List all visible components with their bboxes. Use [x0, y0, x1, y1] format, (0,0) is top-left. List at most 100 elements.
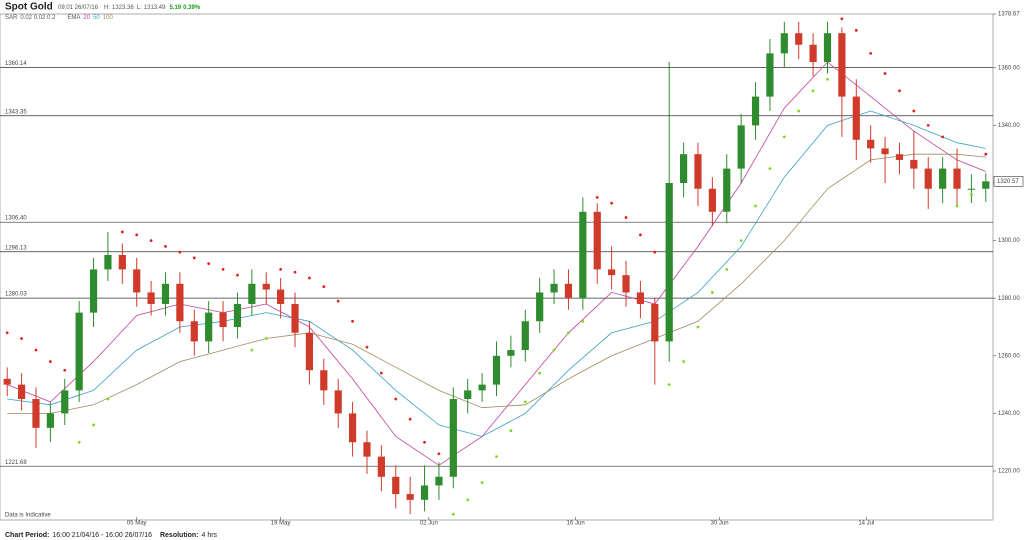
sar-dot	[653, 250, 657, 254]
text-part: 5.19	[169, 5, 181, 11]
sar-dot	[912, 109, 916, 113]
text-part: 1313.49	[144, 5, 166, 11]
candle-body	[420, 485, 429, 500]
candle-body	[881, 148, 889, 155]
y-tick-label: 1280.00	[998, 296, 1020, 302]
indicator-legend: SAR 0.02 0.02 0.2 EMA 20 50 100	[5, 15, 113, 21]
text-part: 16:00 21/04/16 - 16:00 26/07/16	[52, 532, 152, 539]
text-part: 0.02 0.02 0.2	[20, 15, 56, 21]
candle-body	[910, 159, 918, 169]
text-part: H:	[104, 5, 110, 11]
candle-body	[262, 283, 270, 290]
sar-dot	[106, 397, 110, 401]
last-price: 1320.57	[997, 179, 1019, 185]
sar-dot	[120, 230, 124, 234]
candle-body	[953, 168, 961, 189]
sar-dot	[955, 204, 959, 208]
sar-dot	[92, 423, 95, 427]
candle-body	[75, 312, 83, 391]
candle-body	[277, 289, 285, 304]
sar-dot	[523, 400, 527, 404]
level-label: 1306.40	[5, 216, 27, 222]
candle-body	[708, 188, 716, 212]
candle-body	[780, 33, 788, 54]
candle-body	[449, 399, 457, 477]
candle-body	[46, 413, 54, 428]
sar-dot	[941, 135, 945, 139]
sar-dot	[538, 371, 542, 375]
candle-body	[507, 350, 515, 356]
level-label: 1221.68	[5, 460, 27, 466]
candle-body	[852, 96, 860, 140]
sar-dot	[898, 89, 901, 93]
candle-body	[751, 96, 760, 126]
sar-dot	[854, 28, 858, 32]
sar-dot	[926, 123, 930, 127]
sar-dot	[20, 337, 23, 340]
candle-body	[550, 283, 558, 293]
candle-body	[795, 33, 803, 45]
sar-dot	[682, 360, 685, 363]
y-tick-label: 1260.00	[998, 353, 1020, 359]
text-part: 100	[103, 15, 114, 21]
sar-dot	[451, 512, 455, 516]
sar-dot	[466, 498, 470, 502]
candle-body	[161, 283, 170, 304]
ema-line	[7, 61, 986, 466]
level-label: 1343.35	[5, 109, 27, 115]
candle-body	[766, 53, 774, 97]
candle-body	[982, 181, 990, 189]
candle-body	[636, 292, 645, 304]
candle-body	[205, 312, 213, 342]
candle-body	[967, 188, 976, 190]
note: Data is Indicative	[5, 513, 51, 519]
candle-body	[348, 413, 357, 443]
candle-body	[219, 312, 227, 328]
sar-dot	[164, 244, 167, 248]
sar-dot	[149, 239, 153, 243]
sar-dot	[869, 51, 873, 55]
candle-body	[924, 168, 932, 189]
sar-dot	[423, 440, 426, 444]
level-label: 1280.03	[5, 292, 27, 298]
y-tick-label: 1378.67	[998, 12, 1020, 18]
sar-dot	[754, 204, 757, 208]
candle-body	[89, 269, 98, 313]
text-part: 09:01 26/07/16	[58, 5, 99, 11]
sar-dot	[667, 383, 671, 387]
text-part: 4 hrs	[201, 532, 217, 539]
candle-body	[17, 384, 26, 400]
sar-dot	[811, 89, 815, 93]
x-tick-label: 05 May	[127, 521, 147, 527]
candle-body	[823, 33, 832, 63]
candle-body	[377, 456, 385, 477]
y-tick-label: 1300.00	[998, 238, 1020, 244]
text-part: 1323.36	[112, 5, 134, 11]
candle-body	[118, 255, 126, 270]
level-label: 1296.13	[5, 245, 27, 251]
plot-frame	[0, 13, 994, 521]
sar-dot	[135, 233, 139, 237]
candle-body	[737, 125, 745, 169]
sar-dot	[739, 239, 743, 243]
candle-body	[320, 370, 328, 391]
sar-dot	[221, 268, 225, 271]
candle-body	[593, 211, 601, 270]
candle-body	[838, 33, 846, 97]
candle-body	[248, 283, 256, 304]
sar-dot	[34, 348, 38, 352]
chart-title: Spot Gold	[5, 2, 53, 13]
sar-dot	[178, 250, 182, 254]
last-price-box	[993, 176, 1024, 187]
sar-dot	[509, 429, 513, 433]
candle-body	[809, 44, 817, 63]
candle-body	[291, 303, 299, 333]
candle-body	[521, 321, 529, 351]
text-part: 20	[83, 15, 90, 21]
footer: Chart Period: 16:00 21/04/16 - 16:00 26/0…	[5, 532, 218, 539]
sar-dot	[48, 360, 52, 363]
sar-dot	[480, 481, 484, 484]
candle-body	[492, 355, 501, 385]
